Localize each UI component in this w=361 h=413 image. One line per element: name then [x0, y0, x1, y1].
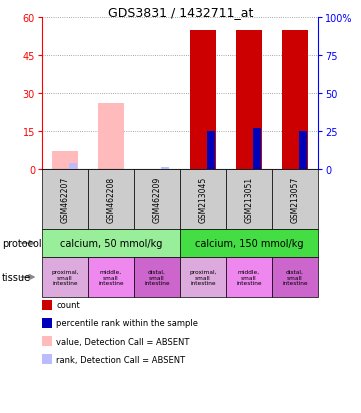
Text: GDS3831 / 1432711_at: GDS3831 / 1432711_at [108, 6, 253, 19]
Text: GSM462208: GSM462208 [106, 176, 116, 223]
Bar [52, 152, 78, 170]
Text: proximal,
small
intestine: proximal, small intestine [189, 269, 217, 286]
Text: percentile rank within the sample: percentile rank within the sample [56, 319, 198, 328]
Text: distal,
small
intestine: distal, small intestine [282, 269, 308, 286]
Bar [282, 31, 308, 170]
Text: tissue: tissue [2, 272, 31, 282]
Bar [236, 31, 262, 170]
Bar [190, 31, 216, 170]
Bar [207, 132, 216, 170]
Text: middle,
small
intestine: middle, small intestine [98, 269, 124, 286]
Text: calcium, 50 mmol/kg: calcium, 50 mmol/kg [60, 238, 162, 248]
Bar [253, 128, 261, 170]
Text: GSM213045: GSM213045 [199, 176, 208, 223]
Text: rank, Detection Call = ABSENT: rank, Detection Call = ABSENT [56, 355, 185, 363]
Text: proximal,
small
intestine: proximal, small intestine [51, 269, 79, 286]
Text: GSM462209: GSM462209 [152, 176, 161, 223]
Text: middle,
small
intestine: middle, small intestine [236, 269, 262, 286]
Text: value, Detection Call = ABSENT: value, Detection Call = ABSENT [56, 337, 190, 346]
Bar [299, 132, 308, 170]
Text: GSM462207: GSM462207 [61, 176, 70, 223]
Bar [98, 104, 124, 170]
Text: distal,
small
intestine: distal, small intestine [144, 269, 170, 286]
Text: GSM213051: GSM213051 [244, 176, 253, 223]
Text: protocol: protocol [2, 238, 42, 248]
Bar [69, 164, 77, 170]
Text: GSM213057: GSM213057 [291, 176, 300, 223]
Text: count: count [56, 301, 80, 310]
Text: calcium, 150 mmol/kg: calcium, 150 mmol/kg [195, 238, 303, 248]
Bar [161, 168, 169, 170]
